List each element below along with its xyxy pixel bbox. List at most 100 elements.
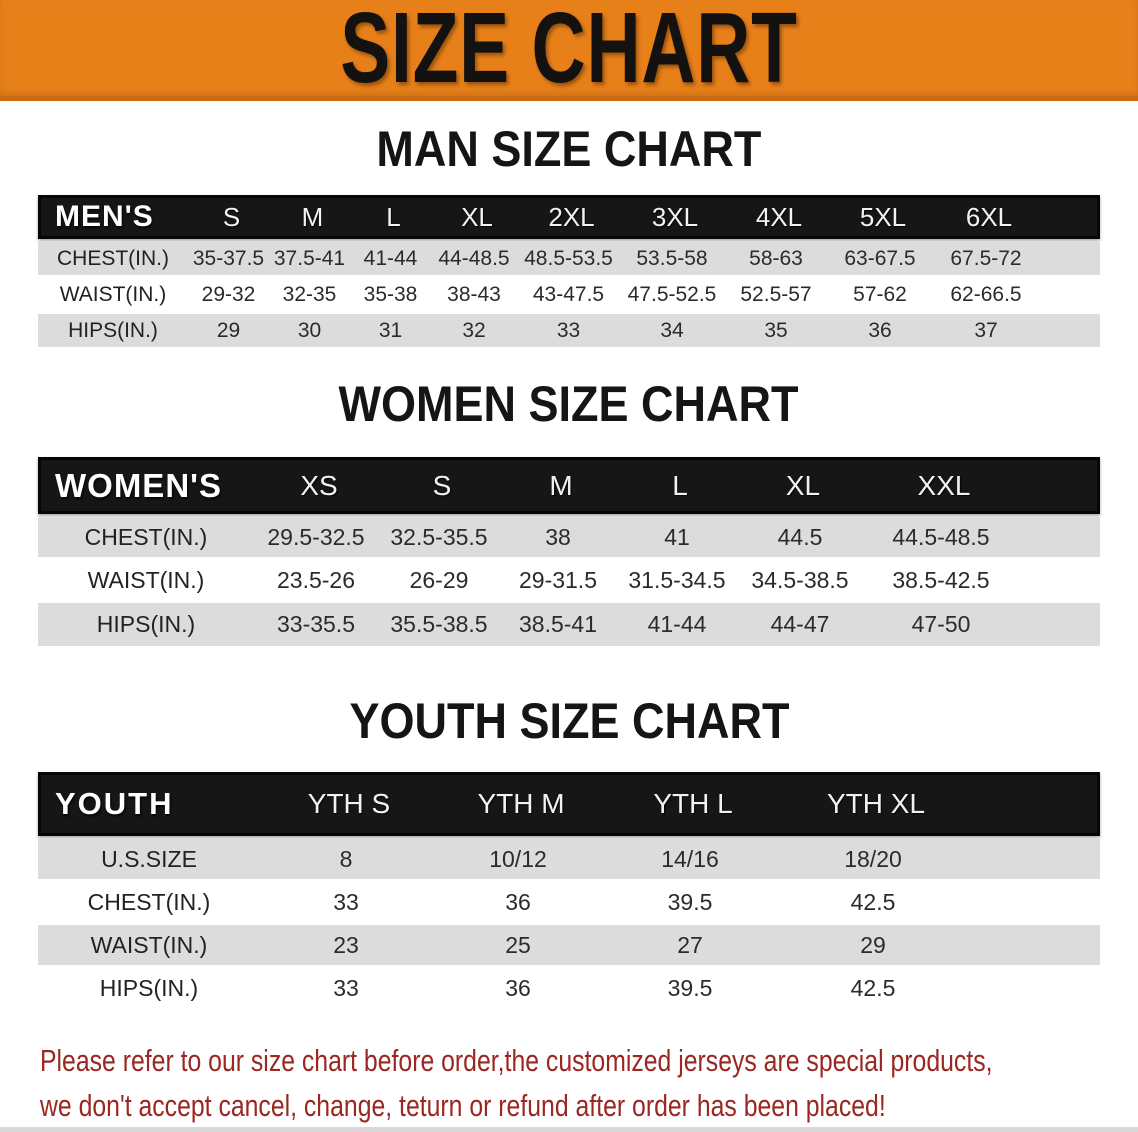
size-cell: 36 <box>868 318 892 342</box>
size-column-header: M <box>301 201 324 232</box>
disclaimer-line-2: we don't accept cancel, change, teturn o… <box>40 1088 886 1123</box>
size-cell: 43-47.5 <box>532 282 605 306</box>
women-waist-row: WAIST(IN.) 23.5-26 26-29 29-31.5 31.5-34… <box>38 560 1100 600</box>
size-column-header: XXL <box>917 469 971 501</box>
size-cell: 18/20 <box>844 845 902 872</box>
size-cell: 58-63 <box>749 246 803 270</box>
banner-title: SIZE CHART <box>340 0 798 104</box>
size-cell: 38-43 <box>447 282 501 306</box>
youth-waist-row: WAIST(IN.) 23 25 27 29 <box>38 925 1100 965</box>
row-label: WAIST(IN.) <box>87 566 205 593</box>
women-table-header-row: WOMEN'S XS S M L XL XXL <box>38 457 1100 514</box>
size-cell: 34.5-38.5 <box>751 566 849 593</box>
size-column-header: XL <box>785 469 821 501</box>
size-cell: 39.5 <box>667 974 713 1001</box>
men-table-header-row: MEN'S S M L XL 2XL 3XL 4XL 5XL 6XL <box>38 195 1100 239</box>
size-cell: 23 <box>333 931 359 958</box>
men-group-label: MEN'S <box>55 200 154 233</box>
men-size-table: MEN'S S M L XL 2XL 3XL 4XL 5XL 6XL CHEST… <box>38 195 1100 347</box>
youth-chest-row: CHEST(IN.) 33 36 39.5 42.5 <box>38 882 1100 922</box>
youth-table-header-row: YOUTH YTH S YTH M YTH L YTH XL <box>38 772 1100 836</box>
size-cell: 42.5 <box>850 974 896 1001</box>
size-column-header: L <box>386 201 401 232</box>
size-cell: 42.5 <box>850 888 896 915</box>
youth-hips-row: HIPS(IN.) 33 36 39.5 42.5 <box>38 968 1100 1008</box>
youth-section-heading: YOUTH SIZE CHART <box>0 694 1138 748</box>
row-label: HIPS(IN.) <box>99 974 199 1001</box>
size-cell: 47-50 <box>911 611 971 637</box>
size-cell: 30 <box>297 318 322 342</box>
size-column-header: M <box>549 469 573 501</box>
size-cell: 38.5-42.5 <box>892 566 990 593</box>
bottom-edge-strip <box>0 1127 1138 1132</box>
size-column-header: S <box>222 201 241 232</box>
size-cell: 44.5 <box>777 523 823 550</box>
size-column-header: XL <box>461 201 493 232</box>
size-cell: 10/12 <box>489 845 547 872</box>
youth-heading-text: YOUTH SIZE CHART <box>348 693 790 749</box>
size-cell: 35 <box>764 318 788 342</box>
size-cell: 33-35.5 <box>276 611 355 637</box>
size-cell: 31.5-34.5 <box>628 566 726 593</box>
size-cell: 36 <box>505 974 531 1001</box>
size-cell: 14/16 <box>661 845 719 872</box>
size-cell: 27 <box>677 931 703 958</box>
size-cell: 37 <box>974 318 998 342</box>
size-cell: 35-37.5 <box>192 246 265 270</box>
women-group-label: WOMEN'S <box>55 466 223 504</box>
disclaimer-line-1: Please refer to our size chart before or… <box>40 1043 993 1078</box>
size-cell: 33 <box>333 888 359 915</box>
size-cell: 29-31.5 <box>518 566 597 593</box>
size-column-header: YTH XL <box>826 788 926 819</box>
size-column-header: 2XL <box>548 201 595 232</box>
women-size-table: WOMEN'S XS S M L XL XXL CHEST(IN.) 29.5-… <box>38 457 1100 646</box>
size-cell: 31 <box>378 318 403 342</box>
row-label: CHEST(IN.) <box>57 246 169 270</box>
size-cell: 32 <box>462 318 486 342</box>
size-cell: 25 <box>505 931 531 958</box>
size-column-header: YTH S <box>307 788 391 819</box>
size-cell: 29.5-32.5 <box>267 523 365 550</box>
men-waist-row: WAIST(IN.) 29-32 32-35 35-38 38-43 43-47… <box>38 278 1100 311</box>
order-disclaimer-note: Please refer to our size chart before or… <box>40 1038 1138 1128</box>
man-heading-text: MAN SIZE CHART <box>376 121 762 177</box>
size-cell: 44.5-48.5 <box>892 523 990 550</box>
size-cell: 8 <box>339 845 353 872</box>
size-cell: 29 <box>860 931 886 958</box>
row-label: HIPS(IN.) <box>96 611 196 637</box>
size-cell: 44-48.5 <box>438 246 510 270</box>
size-cell: 38.5-41 <box>518 611 597 637</box>
youth-group-label: YOUTH <box>55 786 174 821</box>
youth-ussize-row: U.S.SIZE 8 10/12 14/16 18/20 <box>38 839 1100 879</box>
size-column-header: YTH M <box>477 788 565 819</box>
men-chest-row: CHEST(IN.) 35-37.5 37.5-41 41-44 44-48.5… <box>38 242 1100 275</box>
size-cell: 57-62 <box>853 282 907 306</box>
row-label: CHEST(IN.) <box>87 888 211 915</box>
row-label: WAIST(IN.) <box>90 931 208 958</box>
women-section-heading: WOMEN SIZE CHART <box>0 377 1138 431</box>
size-cell: 41-44 <box>363 246 418 270</box>
size-cell: 41-44 <box>647 611 707 637</box>
size-cell: 35.5-38.5 <box>390 611 488 637</box>
size-cell: 67.5-72 <box>950 246 1022 270</box>
size-cell: 23.5-26 <box>276 566 355 593</box>
size-cell: 33 <box>556 318 581 342</box>
size-cell: 63-67.5 <box>844 246 916 270</box>
size-column-header: 3XL <box>651 201 699 232</box>
row-label: CHEST(IN.) <box>84 523 208 550</box>
size-cell: 35-38 <box>363 282 418 306</box>
size-cell: 32-35 <box>282 282 337 306</box>
size-cell: 36 <box>505 888 531 915</box>
size-chart-banner: SIZE CHART <box>0 0 1138 101</box>
size-cell: 44-47 <box>770 611 830 637</box>
size-cell: 52.5-57 <box>740 282 812 306</box>
size-column-header: 4XL <box>755 201 803 232</box>
size-column-header: YTH L <box>653 788 733 819</box>
size-cell: 32.5-35.5 <box>390 523 488 550</box>
size-cell: 53.5-58 <box>636 246 708 270</box>
size-column-header: XS <box>300 469 338 501</box>
size-cell: 34 <box>660 318 684 342</box>
size-column-header: L <box>672 469 688 501</box>
size-cell: 47.5-52.5 <box>627 282 717 306</box>
size-cell: 62-66.5 <box>950 282 1022 306</box>
